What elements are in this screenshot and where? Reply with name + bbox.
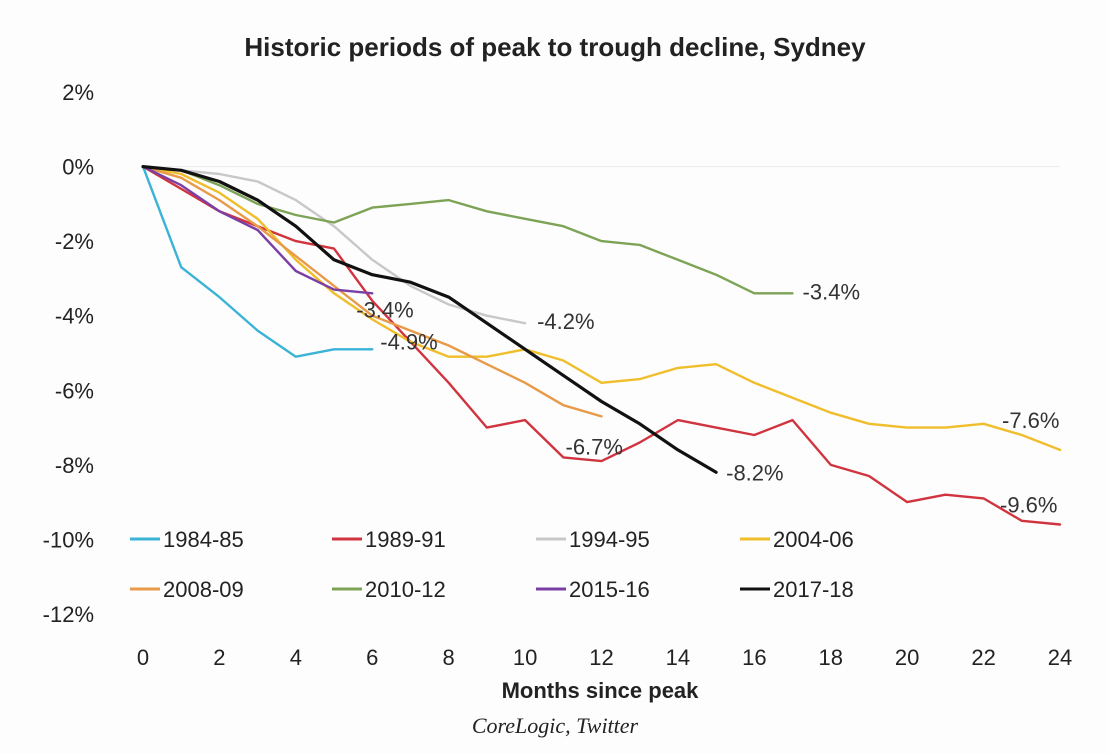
x-tick-label: 24 [1048, 645, 1072, 670]
x-tick-label: 16 [742, 645, 766, 670]
legend-item-2004-06: 2004-06 [740, 527, 854, 552]
end-value-label-1994-95: -4.2% [537, 309, 594, 334]
legend-item-1989-91: 1989-91 [332, 527, 446, 552]
legend-label: 1994-95 [569, 527, 650, 552]
y-tick-label: -2% [55, 229, 94, 254]
x-tick-label: 20 [895, 645, 919, 670]
x-tick-label: 4 [290, 645, 302, 670]
x-tick-label: 6 [366, 645, 378, 670]
x-tick-label: 0 [137, 645, 149, 670]
series-line-2017-18 [141, 165, 718, 474]
x-tick-label: 18 [819, 645, 843, 670]
y-tick-label: -10% [43, 527, 94, 552]
y-tick-label: -4% [55, 304, 94, 329]
series-line-2004-06 [141, 165, 1062, 452]
y-tick-label: -6% [55, 378, 94, 403]
end-value-label-2010-12: -3.4% [803, 279, 860, 304]
legend-label: 1989-91 [365, 527, 446, 552]
legend-item-1994-95: 1994-95 [536, 527, 650, 552]
series-line-1994-95 [141, 165, 527, 325]
chart-title: Historic periods of peak to trough decli… [244, 32, 866, 62]
x-tick-label: 12 [589, 645, 613, 670]
y-tick-label: 0% [62, 155, 94, 180]
series-line-2010-12 [141, 165, 794, 295]
series-line-1984-85 [141, 165, 374, 358]
series-line-2015-16 [141, 165, 374, 295]
legend-item-2008-09: 2008-09 [130, 577, 244, 602]
end-value-label-2004-06: -7.6% [1002, 408, 1059, 433]
legend-label: 2017-18 [773, 577, 854, 602]
end-value-label-2015-16: -3.4% [356, 297, 413, 322]
series-line-1989-91 [141, 165, 1062, 526]
end-value-label-2008-09: -6.7% [566, 434, 623, 459]
x-tick-label: 14 [666, 645, 690, 670]
y-tick-label: 2% [62, 80, 94, 105]
end-value-label-1989-91: -9.6% [1000, 493, 1057, 518]
y-tick-label: -12% [43, 602, 94, 627]
legend-item-2015-16: 2015-16 [536, 577, 650, 602]
end-value-label-2017-18: -8.2% [726, 460, 783, 485]
legend-item-2017-18: 2017-18 [740, 577, 854, 602]
x-tick-label: 22 [971, 645, 995, 670]
x-tick-label: 10 [513, 645, 537, 670]
legend-label: 2015-16 [569, 577, 650, 602]
x-tick-label: 8 [443, 645, 455, 670]
legend-label: 2004-06 [773, 527, 854, 552]
x-axis-label: Months since peak [502, 678, 700, 703]
end-value-label-1984-85: -4.9% [380, 329, 437, 354]
x-tick-label: 2 [213, 645, 225, 670]
legend-label: 1984-85 [163, 527, 244, 552]
y-tick-label: -8% [55, 453, 94, 478]
legend-item-2010-12: 2010-12 [332, 577, 446, 602]
series-line-2008-09 [141, 165, 603, 418]
legend-label: 2010-12 [365, 577, 446, 602]
legend-label: 2008-09 [163, 577, 244, 602]
source-caption: CoreLogic, Twitter [472, 713, 639, 738]
legend-item-1984-85: 1984-85 [130, 527, 244, 552]
